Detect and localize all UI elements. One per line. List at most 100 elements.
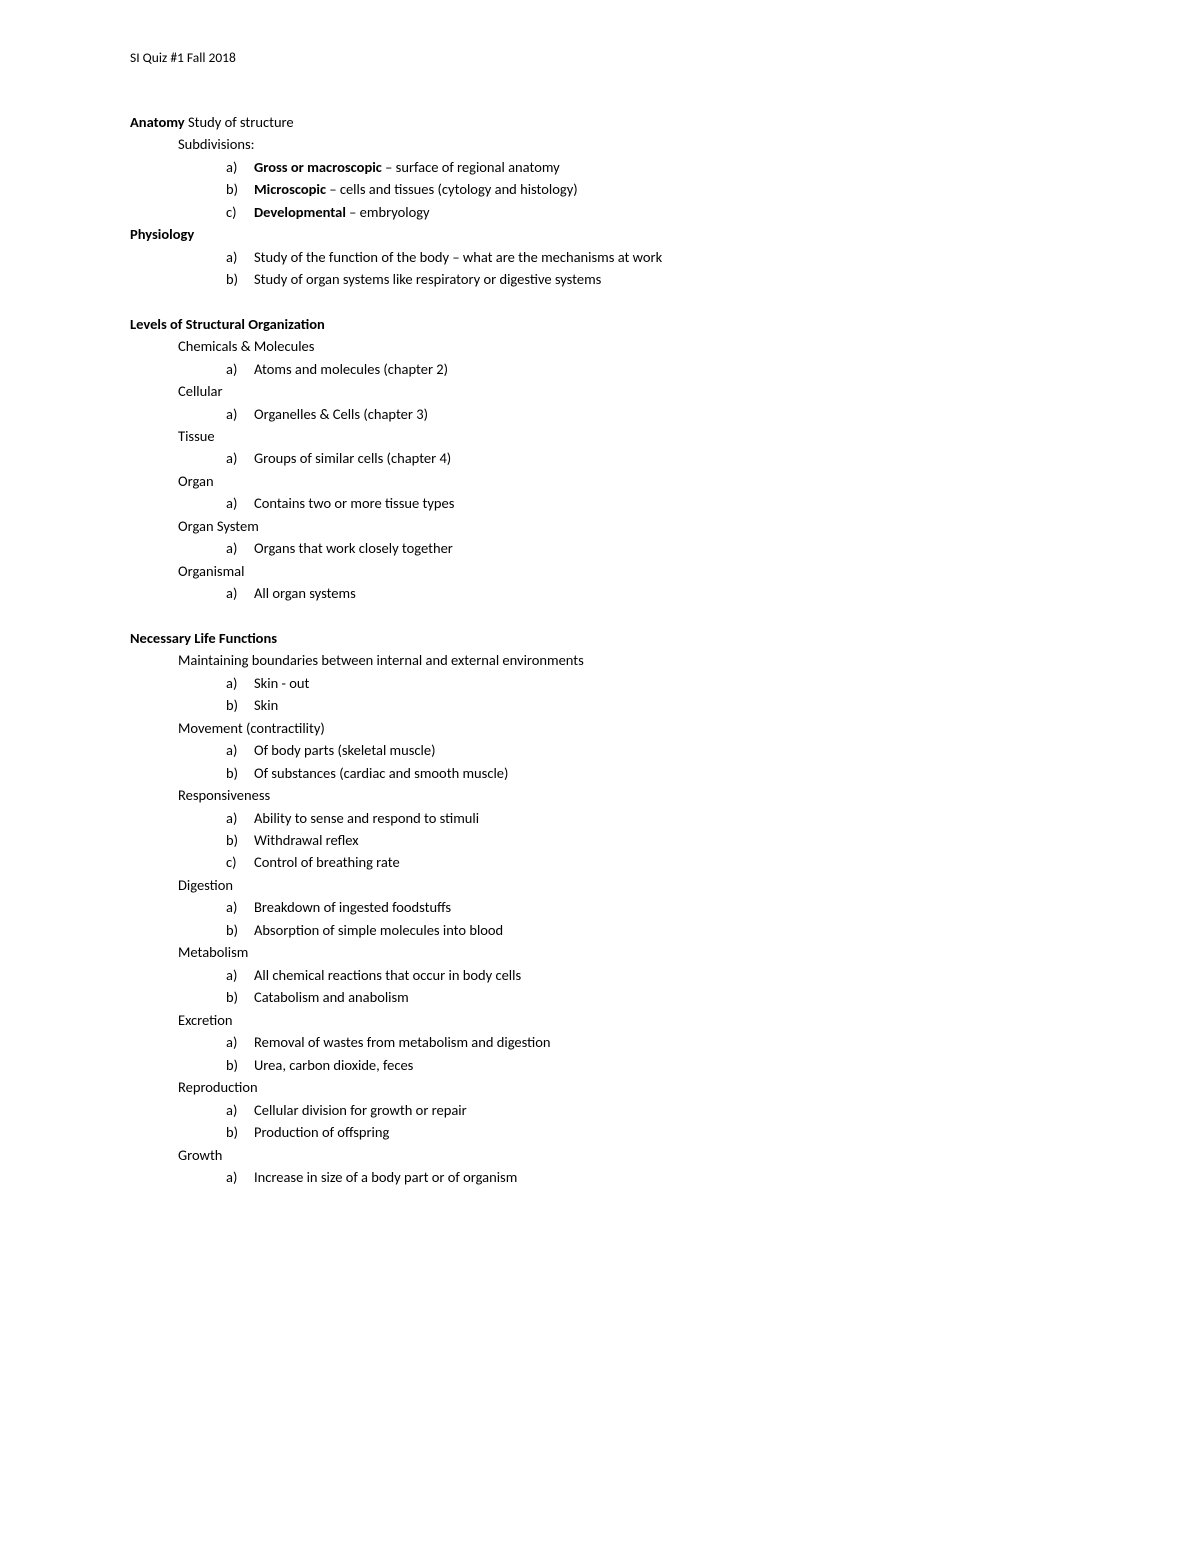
bold-term: Developmental [254, 203, 346, 221]
list-marker: a) [226, 358, 254, 380]
list-content: Increase in size of a body part or of or… [254, 1166, 1070, 1188]
list-content: Developmental – embryology [254, 201, 1070, 223]
list-marker: b) [226, 1121, 254, 1143]
list-marker: b) [226, 919, 254, 941]
list-marker: b) [226, 762, 254, 784]
list-marker: a) [226, 582, 254, 604]
levels-group-organ-system: Organ System [178, 515, 1070, 537]
list-marker: b) [226, 1054, 254, 1076]
list-item: a)Increase in size of a body part or of … [226, 1166, 1070, 1188]
list-marker: a) [226, 739, 254, 761]
rest-text: – cells and tissues (cytology and histol… [326, 180, 578, 198]
list-content: Microscopic – cells and tissues (cytolog… [254, 178, 1070, 200]
list-marker: a) [226, 1031, 254, 1053]
list-marker: a) [226, 896, 254, 918]
anatomy-item-b: b) Microscopic – cells and tissues (cyto… [226, 178, 1070, 200]
list-item: a)Cellular division for growth or repair [226, 1099, 1070, 1121]
list-marker: b) [226, 986, 254, 1008]
functions-group-digestion: Digestion [178, 874, 1070, 896]
list-item: a)All chemical reactions that occur in b… [226, 964, 1070, 986]
list-marker: a) [226, 964, 254, 986]
list-marker: a) [226, 403, 254, 425]
list-marker: a) [226, 537, 254, 559]
list-content: Removal of wastes from metabolism and di… [254, 1031, 1070, 1053]
functions-group-boundaries: Maintaining boundaries between internal … [178, 649, 1070, 671]
list-content: Groups of similar cells (chapter 4) [254, 447, 1070, 469]
list-item: a)Removal of wastes from metabolism and … [226, 1031, 1070, 1053]
list-item: a)All organ systems [226, 582, 1070, 604]
physiology-item-a: a) Study of the function of the body – w… [226, 246, 1070, 268]
list-item: b)Production of offspring [226, 1121, 1070, 1143]
functions-group-growth: Growth [178, 1144, 1070, 1166]
list-item: a)Contains two or more tissue types [226, 492, 1070, 514]
list-item: a)Breakdown of ingested foodstuffs [226, 896, 1070, 918]
list-marker: a) [226, 246, 254, 268]
list-marker: b) [226, 178, 254, 200]
list-content: Skin - out [254, 672, 1070, 694]
list-content: Control of breathing rate [254, 851, 1070, 873]
list-marker: b) [226, 829, 254, 851]
list-content: Study of the function of the body – what… [254, 246, 1070, 268]
list-content: All organ systems [254, 582, 1070, 604]
anatomy-desc: Study of structure [185, 113, 294, 131]
list-item: b)Catabolism and anabolism [226, 986, 1070, 1008]
list-content: Organelles & Cells (chapter 3) [254, 403, 1070, 425]
list-item: b)Absorption of simple molecules into bl… [226, 919, 1070, 941]
list-marker: a) [226, 672, 254, 694]
list-marker: b) [226, 694, 254, 716]
list-marker: a) [226, 156, 254, 178]
functions-group-reproduction: Reproduction [178, 1076, 1070, 1098]
list-item: c)Control of breathing rate [226, 851, 1070, 873]
anatomy-item-c: c) Developmental – embryology [226, 201, 1070, 223]
list-marker: c) [226, 851, 254, 873]
anatomy-item-a: a) Gross or macroscopic – surface of reg… [226, 156, 1070, 178]
list-content: Urea, carbon dioxide, feces [254, 1054, 1070, 1076]
list-content: Of body parts (skeletal muscle) [254, 739, 1070, 761]
list-content: Catabolism and anabolism [254, 986, 1070, 1008]
list-content: Production of offspring [254, 1121, 1070, 1143]
list-content: Gross or macroscopic – surface of region… [254, 156, 1070, 178]
subdivisions-label: Subdivisions: [178, 133, 1070, 155]
list-content: Study of organ systems like respiratory … [254, 268, 1070, 290]
list-item: a)Groups of similar cells (chapter 4) [226, 447, 1070, 469]
list-content: Breakdown of ingested foodstuffs [254, 896, 1070, 918]
bold-term: Gross or macroscopic [254, 158, 382, 176]
list-content: Of substances (cardiac and smooth muscle… [254, 762, 1070, 784]
list-item: a)Organs that work closely together [226, 537, 1070, 559]
list-item: b)Withdrawal reflex [226, 829, 1070, 851]
list-content: Contains two or more tissue types [254, 492, 1070, 514]
functions-group-excretion: Excretion [178, 1009, 1070, 1031]
list-content: Organs that work closely together [254, 537, 1070, 559]
list-content: Cellular division for growth or repair [254, 1099, 1070, 1121]
list-item: b)Urea, carbon dioxide, feces [226, 1054, 1070, 1076]
list-content: Absorption of simple molecules into bloo… [254, 919, 1070, 941]
list-marker: b) [226, 268, 254, 290]
physiology-item-b: b) Study of organ systems like respirato… [226, 268, 1070, 290]
list-item: b)Skin [226, 694, 1070, 716]
levels-group-chemicals: Chemicals & Molecules [178, 335, 1070, 357]
levels-title: Levels of Structural Organization [130, 313, 1070, 335]
functions-title: Necessary Life Functions [130, 627, 1070, 649]
list-content: Ability to sense and respond to stimuli [254, 807, 1070, 829]
list-item: a)Atoms and molecules (chapter 2) [226, 358, 1070, 380]
rest-text: – surface of regional anatomy [382, 158, 560, 176]
rest-text: – embryology [346, 203, 430, 221]
functions-group-movement: Movement (contractility) [178, 717, 1070, 739]
list-item: a)Organelles & Cells (chapter 3) [226, 403, 1070, 425]
list-content: Skin [254, 694, 1070, 716]
bold-term: Microscopic [254, 180, 326, 198]
list-marker: a) [226, 492, 254, 514]
list-item: a)Of body parts (skeletal muscle) [226, 739, 1070, 761]
list-content: Atoms and molecules (chapter 2) [254, 358, 1070, 380]
list-marker: a) [226, 807, 254, 829]
anatomy-line: Anatomy Study of structure [130, 111, 1070, 133]
levels-group-tissue: Tissue [178, 425, 1070, 447]
anatomy-label: Anatomy [130, 113, 185, 131]
levels-group-organ: Organ [178, 470, 1070, 492]
levels-group-cellular: Cellular [178, 380, 1070, 402]
page-header: SI Quiz #1 Fall 2018 [130, 48, 1070, 69]
functions-group-metabolism: Metabolism [178, 941, 1070, 963]
list-item: a)Skin - out [226, 672, 1070, 694]
document-page: SI Quiz #1 Fall 2018 Anatomy Study of st… [0, 0, 1200, 1553]
list-content: Withdrawal reflex [254, 829, 1070, 851]
